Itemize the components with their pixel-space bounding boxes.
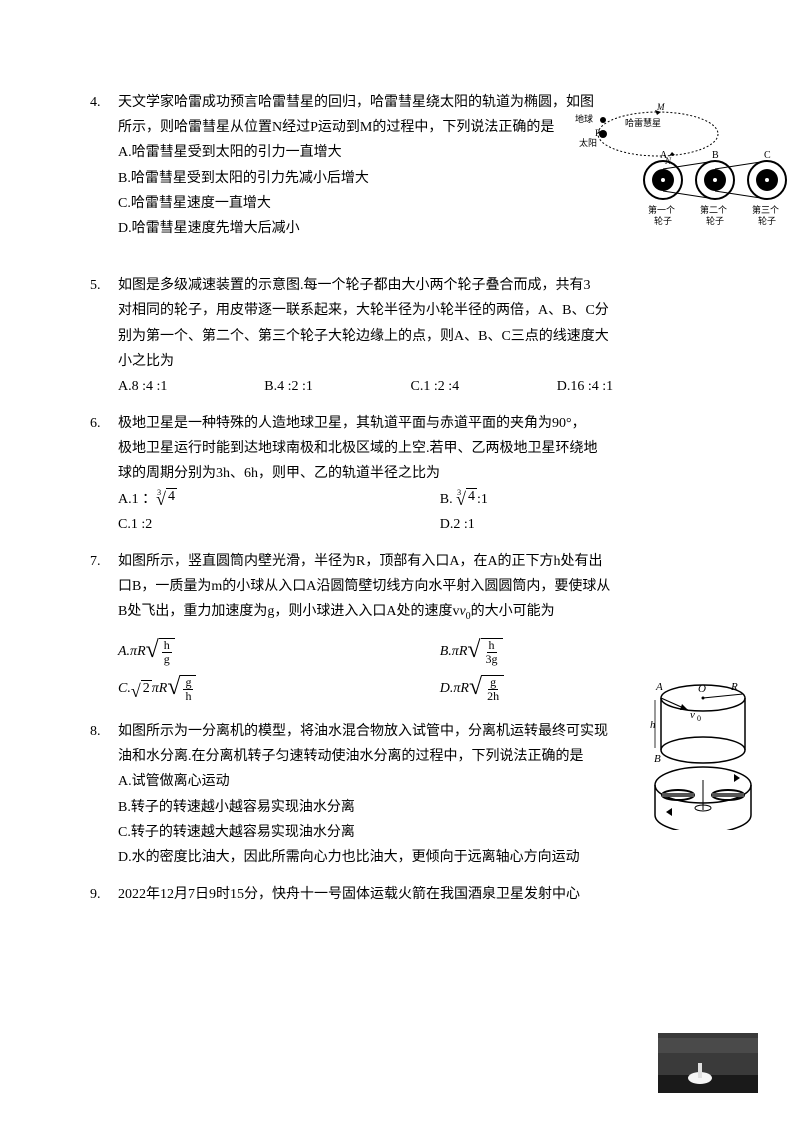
q9-stem-l1: 2022年12月7日9时15分，快舟十一号固体运载火箭在我国酒泉卫星发射中心 <box>118 882 703 907</box>
svg-text:B: B <box>654 753 661 765</box>
q5-stem-l1: 如图是多级减速装置的示意图.每一个轮子都由大小两个轮子叠合而成，共有3 <box>118 273 703 298</box>
svg-text:0: 0 <box>697 714 701 723</box>
q5-stem-l4: 小之比为 <box>118 349 703 374</box>
q6-stem-l1: 极地卫星是一种特殊的人造地球卫星，其轨道平面与赤道平面的夹角为90°， <box>118 411 703 436</box>
q8-stem-l1: 如图所示为一分离机的模型，将油水混合物放入试管中，分离机运转最终可实现 <box>118 719 703 744</box>
svg-text:第一个: 第一个 <box>648 204 675 215</box>
q6-optB: B. 3√4:1 <box>440 487 703 512</box>
q5-stem-l3: 别为第一个、第二个、第三个轮子大轮边缘上的点，则A、B、C三点的线速度大 <box>118 324 703 349</box>
question-7: 7. 如图所示，竖直圆筒内壁光滑，半径为R，顶部有入口A，在A的正下方h处有出 … <box>90 549 703 707</box>
svg-text:A: A <box>660 150 668 161</box>
q6-stem-l3: 球的周期分别为3h、6h，则甲、乙的轨道半径之比为 <box>118 461 703 486</box>
q5-optD: D.16 :4 :1 <box>557 374 703 399</box>
q4-optB: B.哈雷彗星受到太阳的引力先减小后增大 <box>118 166 703 191</box>
svg-text:C: C <box>764 150 771 161</box>
svg-text:第三个: 第三个 <box>752 204 779 215</box>
q7-stem-l3: B处飞出，重力加速度为g，则小球进入入口A处的速度vv0的大小可能为 <box>118 599 703 626</box>
q6-optA: A.1 ：3√4 <box>118 487 440 512</box>
question-8: 8. 如图所示为一分离机的模型，将油水混合物放入试管中，分离机运转最终可实现 油… <box>90 719 703 870</box>
question-6: 6. 极地卫星是一种特殊的人造地球卫星，其轨道平面与赤道平面的夹角为90°， 极… <box>90 411 703 537</box>
q7-row2: C.√2πR √gh D.πR √g2h <box>118 671 703 707</box>
figure-q9-rocket <box>658 1033 758 1093</box>
svg-text:v: v <box>690 709 695 721</box>
svg-text:B: B <box>712 150 719 161</box>
svg-text:A: A <box>655 681 663 693</box>
q5-number: 5. <box>90 273 118 399</box>
q8-optB: B.转子的转速越小越容易实现油水分离 <box>118 795 703 820</box>
q6-stem-l2: 极地卫星运行时能到达地球南极和北极区域的上空.若甲、乙两极地卫星环绕地 <box>118 436 703 461</box>
label-sun: 太阳 <box>579 137 597 148</box>
q5-optB: B.4 :2 :1 <box>264 374 410 399</box>
svg-text:R: R <box>730 681 738 693</box>
svg-text:轮子: 轮子 <box>706 215 724 226</box>
q6-content: 极地卫星是一种特殊的人造地球卫星，其轨道平面与赤道平面的夹角为90°， 极地卫星… <box>118 411 703 537</box>
label-M: M <box>656 102 665 112</box>
q7-row1: A.πR √hg B.πR √h3g <box>118 634 703 670</box>
q8-optC: C.转子的转速越大越容易实现油水分离 <box>118 820 703 845</box>
svg-text:O: O <box>698 683 706 695</box>
q8-optA: A.试管做离心运动 <box>118 769 703 794</box>
question-5: 5. 如图是多级减速装置的示意图.每一个轮子都由大小两个轮子叠合而成，共有3 对… <box>90 273 703 399</box>
q9-content: 2022年12月7日9时15分，快舟十一号固体运载火箭在我国酒泉卫星发射中心 <box>118 882 703 907</box>
q8-content: 如图所示为一分离机的模型，将油水混合物放入试管中，分离机运转最终可实现 油和水分… <box>118 719 703 870</box>
q5-stem-l2: 对相同的轮子，用皮带逐一联系起来，大轮半径为小轮半径的两倍，A、B、C分 <box>118 298 703 323</box>
q9-number: 9. <box>90 882 118 907</box>
q7-optA: A.πR √hg <box>118 634 440 670</box>
q7-stem-l1: 如图所示，竖直圆筒内壁光滑，半径为R，顶部有入口A，在A的正下方h处有出 <box>118 549 703 574</box>
label-comet: 哈雷慧星 <box>625 117 661 128</box>
q6-optC: C.1 :2 <box>118 512 440 537</box>
q8-number: 8. <box>90 719 118 870</box>
q5-content: 如图是多级减速装置的示意图.每一个轮子都由大小两个轮子叠合而成，共有3 对相同的… <box>118 273 703 399</box>
svg-text:轮子: 轮子 <box>654 215 672 226</box>
q6-optD: D.2 :1 <box>440 512 703 537</box>
question-9: 9. 2022年12月7日9时15分，快舟十一号固体运载火箭在我国酒泉卫星发射中… <box>90 882 703 907</box>
q6-row1: A.1 ：3√4 B. 3√4:1 <box>118 487 703 512</box>
question-4: 地球 太阳 P M N 哈雷慧星 4. 天文学家哈雷成功预言哈雷彗星的回归，哈雷… <box>90 90 703 241</box>
figure-q5-pulleys: A B C 第一个 轮子 第二个 轮子 第三个 轮子 <box>638 150 793 240</box>
q4-number: 4. <box>90 90 118 241</box>
q7-optB: B.πR √h3g <box>440 634 703 670</box>
q6-row2: C.1 :2 D.2 :1 <box>118 512 703 537</box>
q7-optC: C.√2πR √gh <box>118 671 440 707</box>
q8-optD: D.水的密度比油大，因此所需向心力也比油大，更倾向于远离轴心方向运动 <box>118 845 703 870</box>
q8-stem-l2: 油和水分离.在分离机转子匀速转动使油水分离的过程中，下列说法正确的是 <box>118 744 703 769</box>
q6-number: 6. <box>90 411 118 537</box>
q5-options: A.8 :4 :1 B.4 :2 :1 C.1 :2 :4 D.16 :4 :1 <box>118 374 703 399</box>
label-P: P <box>595 128 600 138</box>
q4-optD: D.哈雷彗星速度先增大后减小 <box>118 216 703 241</box>
q7-number: 7. <box>90 549 118 707</box>
q7-content: 如图所示，竖直圆筒内壁光滑，半径为R，顶部有入口A，在A的正下方h处有出 口B，… <box>118 549 703 707</box>
q5-optA: A.8 :4 :1 <box>118 374 264 399</box>
figure-q7-cylinder: A O R v 0 h B <box>648 680 758 835</box>
svg-text:第二个: 第二个 <box>700 204 727 215</box>
q4-optC: C.哈雷彗星速度一直增大 <box>118 191 703 216</box>
svg-text:轮子: 轮子 <box>758 215 776 226</box>
q5-optC: C.1 :2 :4 <box>411 374 557 399</box>
q7-stem-l2: 口B，一质量为m的小球从入口A沿圆筒壁切线方向水平射入圆圆筒内，要使球从 <box>118 574 703 599</box>
label-earth: 地球 <box>575 113 593 124</box>
